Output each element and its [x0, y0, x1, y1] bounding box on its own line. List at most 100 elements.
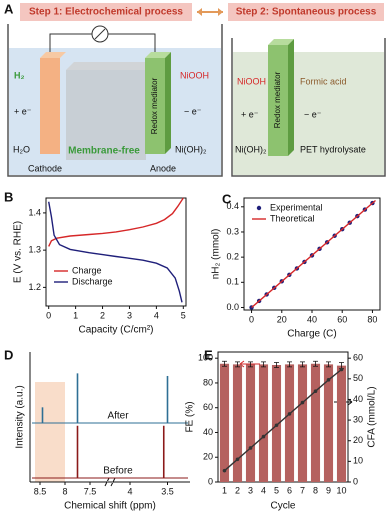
- error-bar: [235, 361, 240, 368]
- plot-frame: [45, 197, 187, 307]
- x-tick-label: 9: [326, 485, 331, 495]
- y-axis-label: nH₂ (mmol): [211, 229, 222, 280]
- x-tick-label: 40: [307, 314, 317, 324]
- error-bar: [222, 360, 227, 367]
- legend-label: Theoretical: [270, 213, 315, 223]
- y-tick-label: 1.2: [28, 282, 41, 292]
- y-tick-label: 100: [198, 353, 213, 363]
- panel-label: E: [204, 347, 213, 362]
- error-bar: [274, 362, 279, 368]
- panel-a: A Step 1: Electrochemical process Step 2…: [4, 1, 386, 177]
- y-axis-label: FE (%): [185, 401, 196, 432]
- label: Formic acid: [300, 76, 347, 86]
- step-box: [20, 3, 192, 21]
- label: − e⁻: [304, 109, 322, 119]
- y2-tick-label: 40: [353, 394, 363, 404]
- plot-frame: [217, 351, 349, 483]
- y-tick-label: 0.4: [226, 201, 239, 211]
- y-tick-label: 20: [203, 452, 213, 462]
- bar: [310, 363, 321, 482]
- panel-label: B: [4, 189, 13, 204]
- beaker: [231, 38, 386, 177]
- y-tick-label: 60: [203, 402, 213, 412]
- y-tick-label: 0.3: [226, 226, 239, 236]
- label: + e⁻: [241, 109, 259, 119]
- meter-needle: [94, 28, 106, 40]
- y-tick-label: 0.0: [226, 302, 239, 312]
- error-bar: [261, 361, 266, 368]
- cathode: [40, 58, 60, 154]
- x-tick-label: 6: [287, 485, 292, 495]
- x-tick-label: 2: [235, 485, 240, 495]
- label: H₂O: [13, 144, 30, 154]
- line: [48, 201, 183, 303]
- point: [300, 400, 305, 405]
- x-tick-label: 5: [181, 310, 186, 320]
- label: H₂: [14, 70, 25, 80]
- label: Anode: [150, 163, 176, 173]
- panel-label: C: [222, 191, 232, 206]
- y-tick-label: 40: [203, 427, 213, 437]
- bar: [258, 364, 269, 482]
- panel-label: A: [4, 1, 14, 16]
- x-tick-label: 20: [277, 314, 287, 324]
- y-axis-label: E (V vs. RHE): [13, 221, 24, 283]
- label: Ni(OH)₂: [175, 144, 207, 154]
- panel-label: D: [4, 347, 13, 362]
- step-title: Step 1: Electrochemical process: [29, 7, 183, 18]
- y2-tick-label: 50: [353, 373, 363, 383]
- y-tick-label: 0: [208, 476, 213, 486]
- bar: [323, 364, 334, 482]
- electrode-top: [40, 52, 66, 58]
- label: − e⁻: [184, 106, 202, 116]
- step-title: Step 2: Spontaneous process: [236, 7, 377, 18]
- bar: [219, 363, 230, 482]
- x-tick-label: 0: [46, 310, 51, 320]
- membrane-top: [66, 62, 154, 70]
- point: [274, 423, 279, 428]
- x-axis-label: Chemical shift (ppm): [64, 501, 156, 512]
- x-tick-label: 8: [313, 485, 318, 495]
- step-box: [228, 3, 384, 21]
- y-tick-label: 1.4: [28, 207, 41, 217]
- x-tick-label: 0: [249, 314, 254, 324]
- label: Redox mediator: [273, 71, 282, 128]
- series-label: After: [107, 411, 129, 422]
- label: NiOOH: [237, 76, 266, 86]
- label: NiOOH: [180, 70, 209, 80]
- x-tick-label: 8: [62, 486, 67, 496]
- x-axis-label: Charge (C): [287, 329, 336, 340]
- point: [222, 468, 227, 473]
- highlight: [35, 382, 65, 482]
- x-tick-label: 1: [73, 310, 78, 320]
- anode: [145, 58, 165, 154]
- x-tick-label: 8.5: [34, 486, 47, 496]
- mediator-electrode: [268, 45, 288, 156]
- y2-tick-label: 30: [353, 414, 363, 424]
- series-label: Before: [103, 466, 133, 477]
- x-tick-label: 1: [222, 485, 227, 495]
- error-bar: [313, 360, 318, 367]
- x-tick-label: 4: [154, 310, 159, 320]
- y-tick-label: 0.1: [226, 277, 239, 287]
- x-tick-label: 3: [127, 310, 132, 320]
- membrane: [66, 70, 146, 160]
- y2-axis-label: CFA (mmol/L): [367, 386, 378, 447]
- y-tick-label: 1.3: [28, 245, 41, 255]
- label: Membrane-free: [68, 146, 140, 157]
- error-bar: [287, 361, 292, 368]
- point: [235, 457, 240, 462]
- y-tick-label: 0.2: [226, 252, 239, 262]
- electrode-side: [288, 39, 294, 156]
- beaker: [7, 24, 223, 177]
- x-tick-label: 5: [274, 485, 279, 495]
- line: [48, 197, 184, 247]
- point: [248, 446, 253, 450]
- point: [339, 367, 344, 372]
- label: Redox mediator: [150, 77, 159, 134]
- solution: [233, 52, 384, 175]
- x-axis-label: Capacity (C/cm²): [78, 325, 153, 336]
- x-tick-label: 4: [127, 486, 132, 496]
- point: [287, 412, 292, 416]
